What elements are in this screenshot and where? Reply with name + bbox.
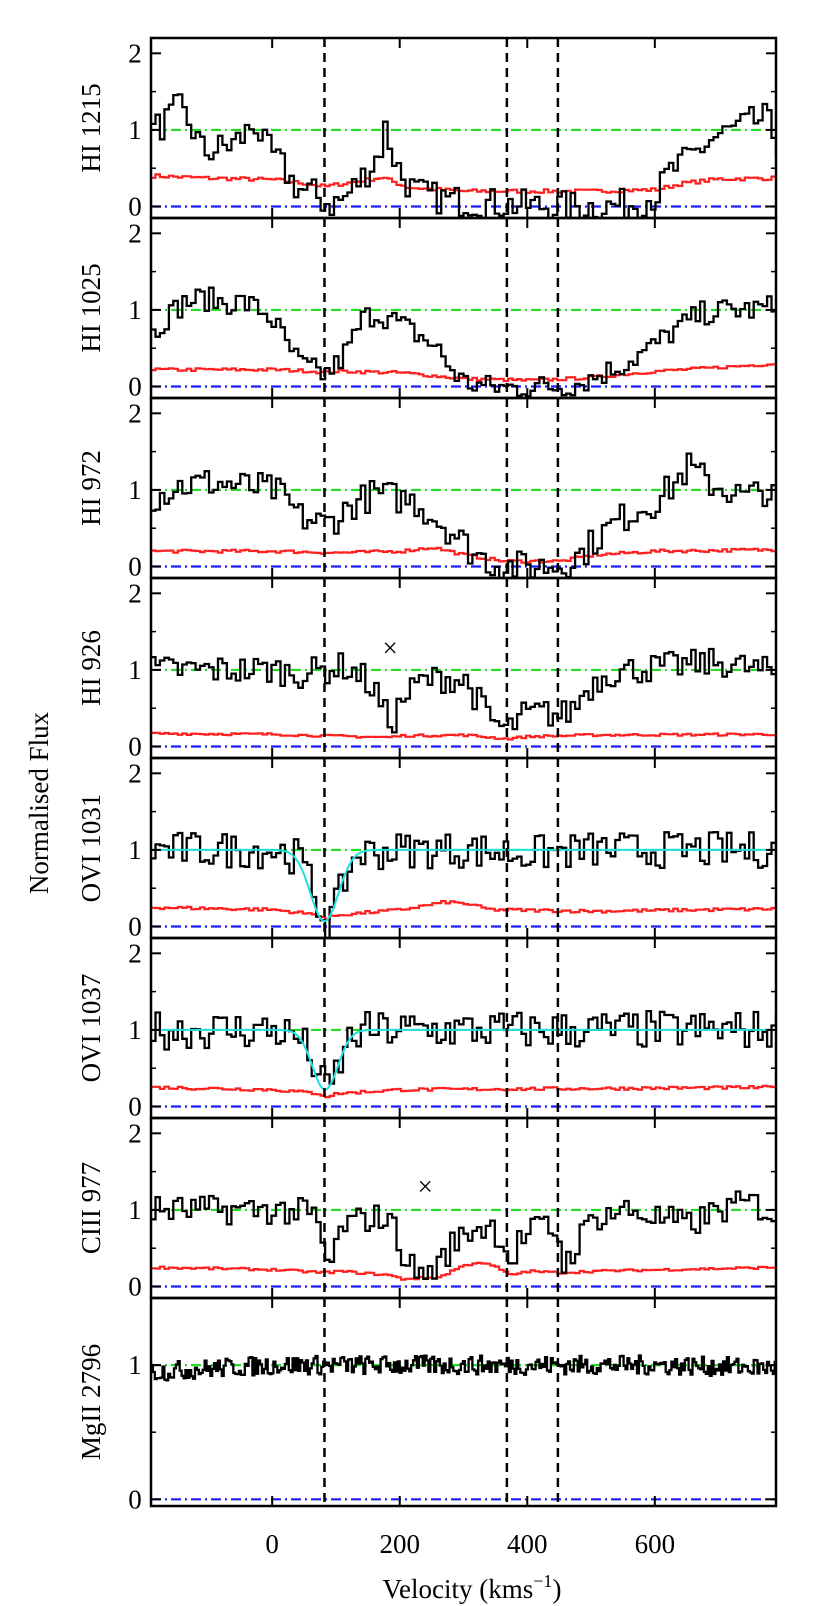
voigt-fit xyxy=(151,1028,776,1091)
flux-spectrum xyxy=(151,1190,776,1280)
panel-label: HI 1215 xyxy=(76,83,106,172)
flux-spectrum xyxy=(151,452,776,578)
panel-frame xyxy=(149,1296,778,1508)
y-tick-label: 2 xyxy=(128,578,142,608)
blend-marker: × xyxy=(383,633,398,663)
panel-label: OVI 1037 xyxy=(76,974,106,1083)
y-tick-label: 0 xyxy=(128,732,142,762)
y-tick-label: 1 xyxy=(128,835,142,865)
y-tick-label: 1 xyxy=(128,655,142,685)
y-tick-label: 2 xyxy=(128,1118,142,1148)
error-spectrum xyxy=(151,546,776,564)
y-tick-label: 1 xyxy=(128,295,142,325)
y-tick-label: 1 xyxy=(128,1015,142,1045)
x-tick-label: 200 xyxy=(379,1529,420,1559)
y-tick-label: 2 xyxy=(128,218,142,248)
y-tick-label: 0 xyxy=(128,912,142,942)
y-tick-label: 0 xyxy=(128,1092,142,1122)
error-spectrum xyxy=(151,1261,776,1281)
panel-mgii-2796: 0 1 MgII 2796 xyxy=(76,1296,778,1514)
panel-ciii-977: × 0 1 2 CIII 977 xyxy=(76,1116,778,1302)
flux-spectrum xyxy=(151,647,776,734)
flux-spectrum xyxy=(151,93,776,218)
panel-label: CIII 977 xyxy=(76,1162,106,1254)
panel-label: HI 1025 xyxy=(76,263,106,352)
panel-plot-area xyxy=(151,286,776,398)
y-tick-label: 0 xyxy=(128,1272,142,1302)
y-tick-label: 1 xyxy=(128,475,142,505)
x-tick-label: 600 xyxy=(635,1529,676,1559)
error-spectrum xyxy=(151,1084,776,1099)
blend-marker: × xyxy=(418,1171,433,1201)
x-tick-label: 400 xyxy=(507,1529,548,1559)
flux-spectrum xyxy=(151,286,776,398)
voigt-fit xyxy=(151,848,776,923)
y-tick-label: 2 xyxy=(128,938,142,968)
panel-hi-1025: 0 1 2 HI 1025 xyxy=(76,216,778,402)
x-axis-label: Velocity (kms−1) xyxy=(383,1571,562,1604)
y-tick-label: 0 xyxy=(128,552,142,582)
flux-spectrum xyxy=(151,1009,776,1085)
flux-spectrum xyxy=(151,1354,776,1382)
panels-group: 0 1 2 HI 1215 0 1 2 HI 1025 0 1 2 HI 972 × 0 1 2 HI 926 0… xyxy=(76,36,778,1514)
error-spectrum xyxy=(151,900,776,920)
panel-ovi-1031: 0 1 2 OVI 1031 xyxy=(76,756,778,942)
panel-ovi-1037: 0 1 2 OVI 1037 xyxy=(76,936,778,1122)
flux-spectrum xyxy=(151,830,776,938)
y-tick-label: 0 xyxy=(128,372,142,402)
panel-plot-area xyxy=(151,1354,776,1501)
y-tick-label: 1 xyxy=(128,115,142,145)
error-spectrum xyxy=(151,731,776,741)
panel-plot-area xyxy=(151,647,776,748)
y-axis-label: Normalised Flux xyxy=(24,711,54,894)
panel-hi-972: 0 1 2 HI 972 xyxy=(76,396,778,582)
y-tick-label: 1 xyxy=(128,1350,142,1380)
y-tick-label: 2 xyxy=(128,38,142,68)
x-tick-label: 0 xyxy=(265,1529,279,1559)
y-tick-label: 0 xyxy=(128,1484,142,1514)
panel-label: HI 926 xyxy=(76,630,106,706)
panel-label: OVI 1031 xyxy=(76,794,106,903)
y-tick-label: 1 xyxy=(128,1195,142,1225)
panel-plot-area xyxy=(151,93,776,218)
panel-label: MgII 2796 xyxy=(76,1344,106,1460)
panel-label: HI 972 xyxy=(76,450,106,526)
x-axis: 0 200 400 600 xyxy=(265,1529,675,1559)
error-spectrum xyxy=(151,363,776,383)
panel-plot-area xyxy=(151,1009,776,1108)
panel-hi-1215: 0 1 2 HI 1215 xyxy=(76,36,778,222)
panel-hi-926: × 0 1 2 HI 926 xyxy=(76,576,778,762)
panel-plot-area xyxy=(151,452,776,578)
panel-plot-area xyxy=(151,1190,776,1288)
y-tick-label: 0 xyxy=(128,192,142,222)
y-tick-label: 2 xyxy=(128,758,142,788)
y-tick-label: 2 xyxy=(128,398,142,428)
error-spectrum xyxy=(151,173,776,194)
panel-plot-area xyxy=(151,830,776,938)
